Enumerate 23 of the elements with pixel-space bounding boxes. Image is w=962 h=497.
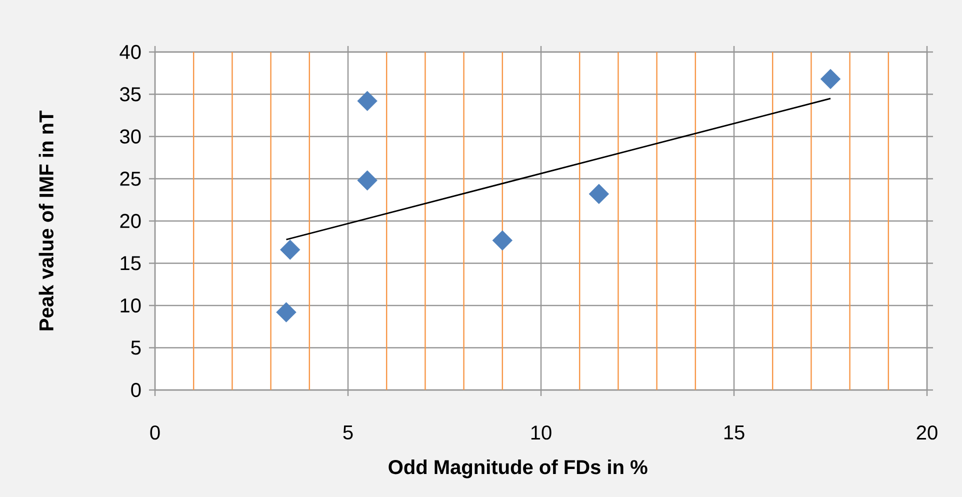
y-tick-label: 10 xyxy=(120,298,141,313)
point xyxy=(280,240,300,260)
point xyxy=(588,184,610,204)
point xyxy=(820,68,841,90)
point xyxy=(357,170,378,191)
x-axis-title: Odd Magnitude of FDs in % xyxy=(388,460,648,478)
y-tick-label: 0 xyxy=(131,382,141,398)
y-tick-label: 35 xyxy=(120,87,141,102)
y-tick-label: 15 xyxy=(120,256,141,270)
x-tick-label: 10 xyxy=(531,426,552,440)
point xyxy=(357,90,378,112)
x-tick-label: 20 xyxy=(916,426,938,440)
y-axis-title: Peak value of IMF in nT xyxy=(38,110,54,330)
y-tick-label: 40 xyxy=(120,44,141,60)
point xyxy=(492,230,513,251)
y-tick-label: 5 xyxy=(131,340,141,355)
x-tick-label: 5 xyxy=(343,426,353,440)
x-tick-label: 15 xyxy=(724,426,744,440)
y-tick-label: 25 xyxy=(120,172,141,186)
point xyxy=(276,302,296,322)
y-tick-label: 30 xyxy=(120,129,141,144)
x-tick-label: 0 xyxy=(150,426,160,440)
y-tick-label: 20 xyxy=(120,214,141,228)
